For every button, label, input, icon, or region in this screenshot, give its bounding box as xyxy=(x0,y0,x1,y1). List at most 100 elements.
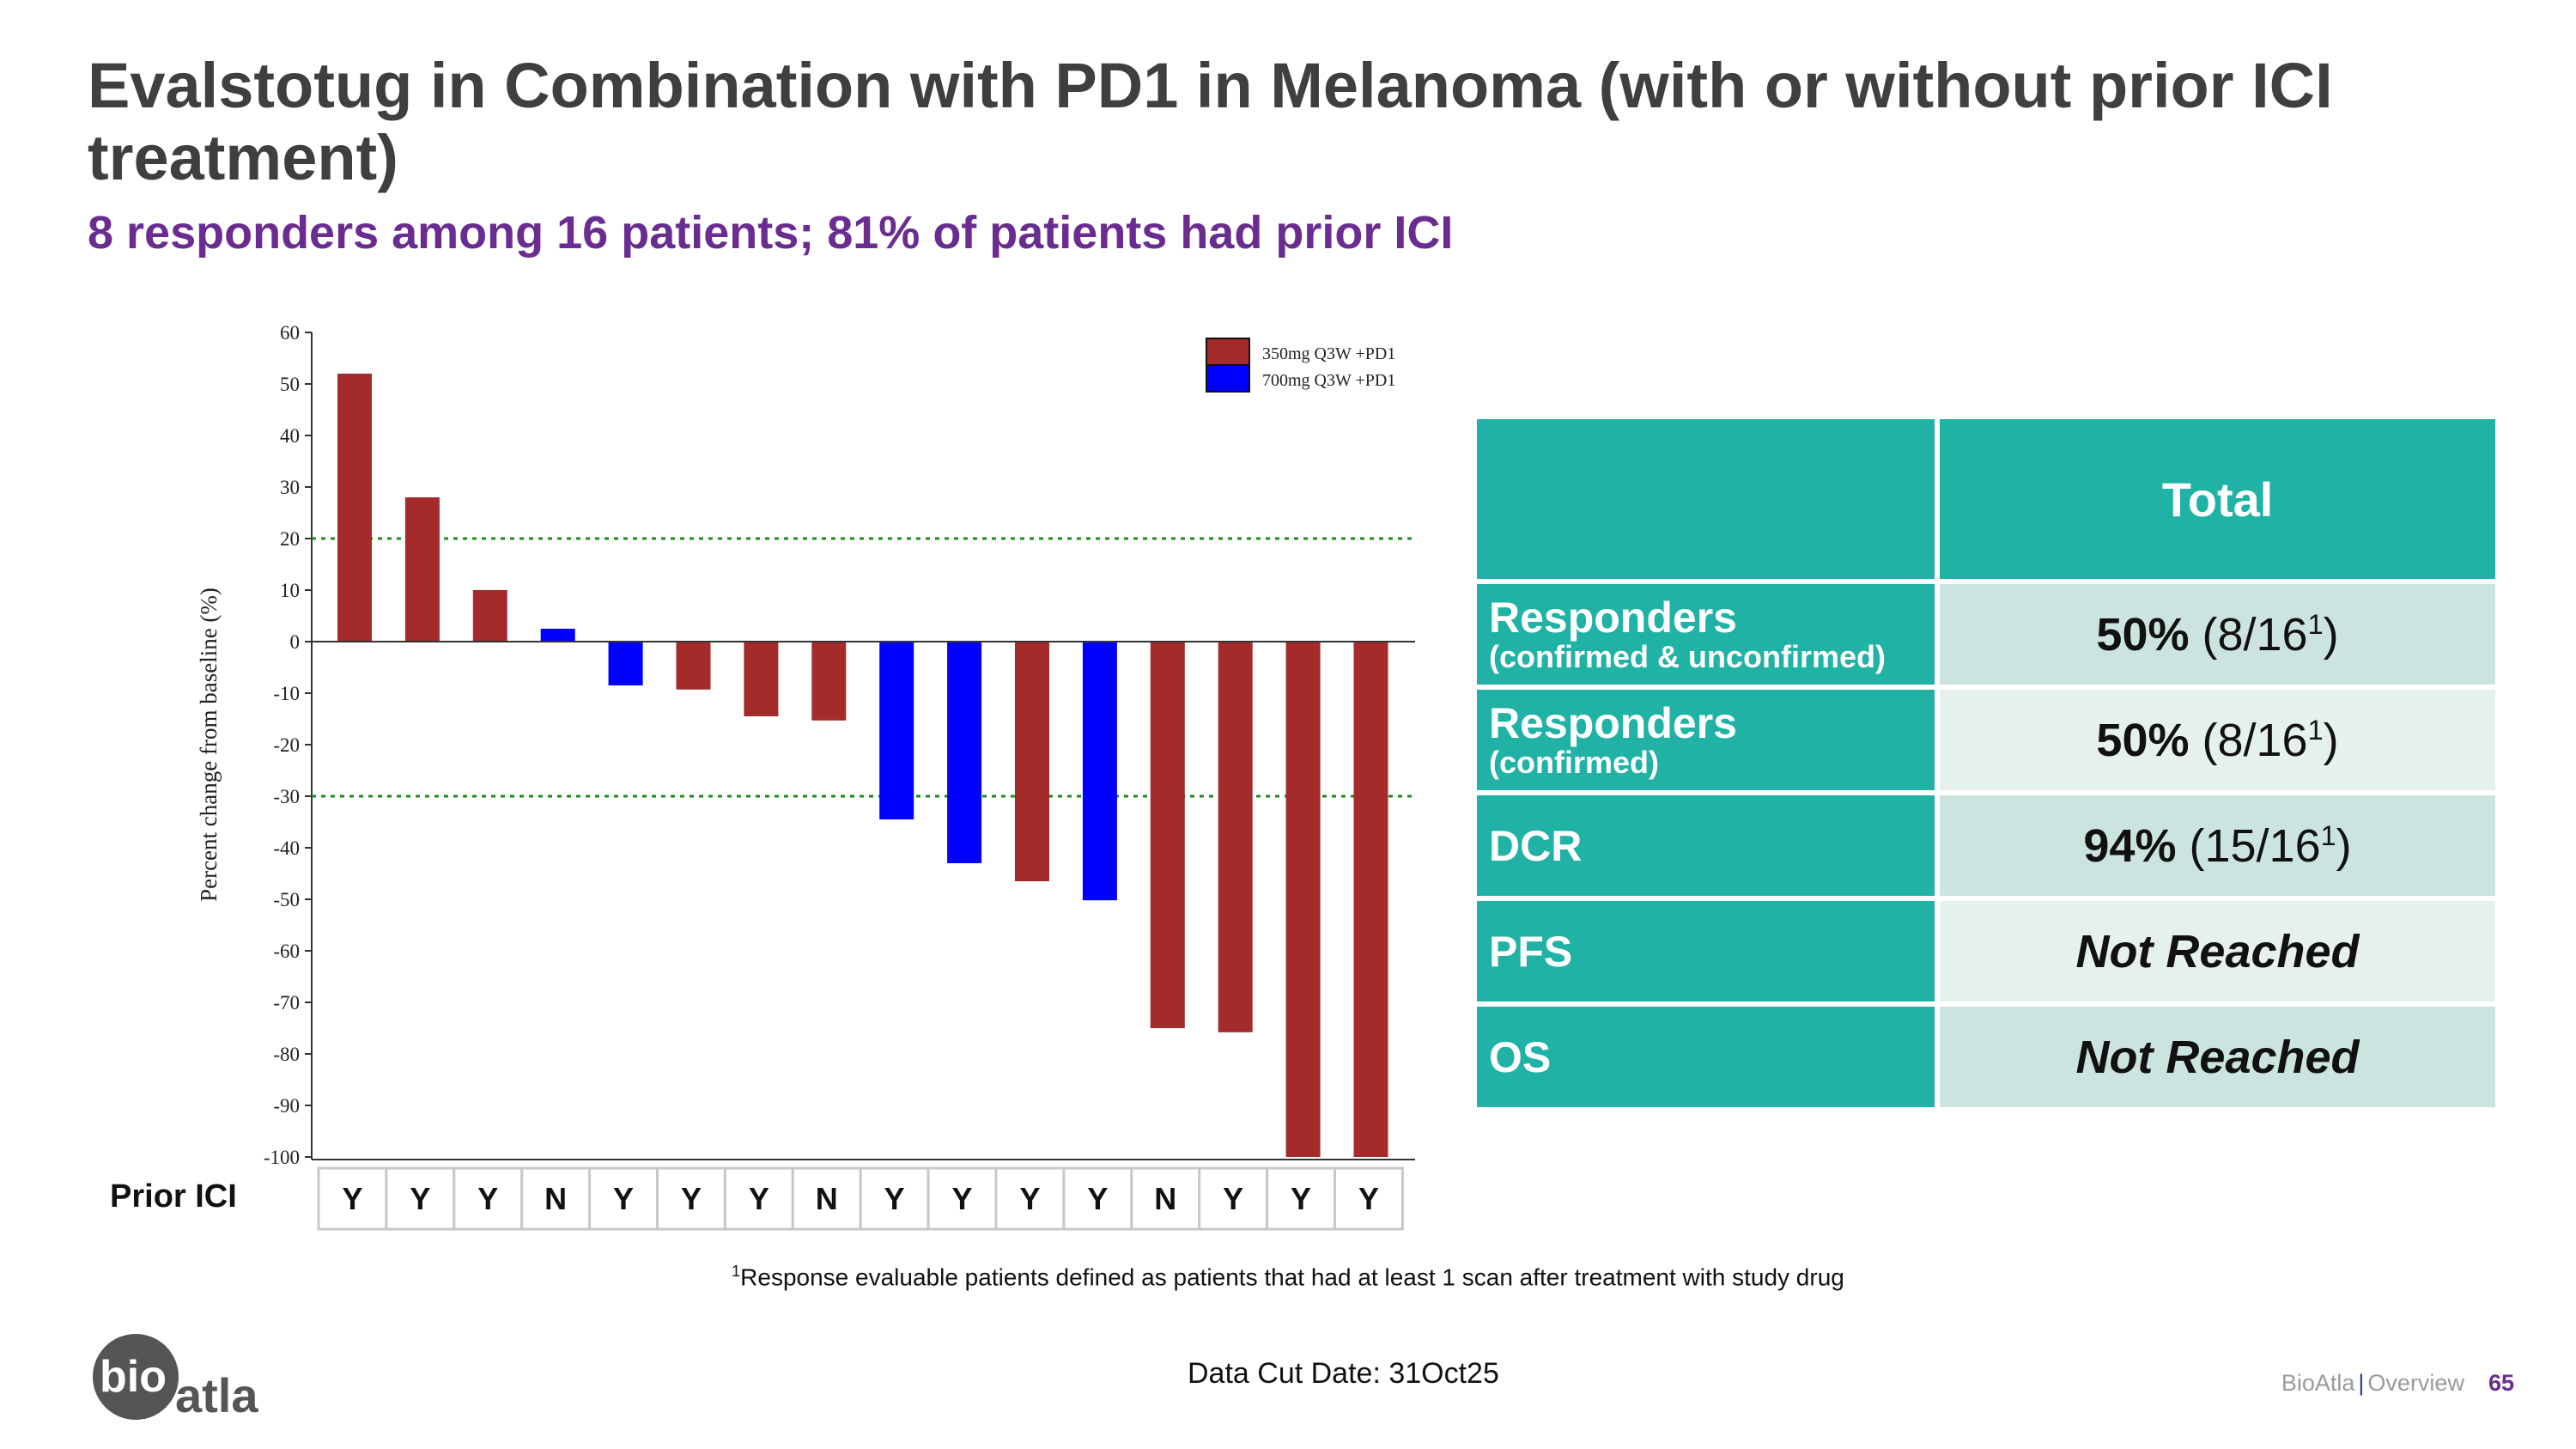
row-label: DCR xyxy=(1489,821,1583,870)
prior-ici-value: Y xyxy=(1223,1181,1243,1216)
bar xyxy=(1150,642,1185,1028)
footnote: 1Response evaluable patients defined as … xyxy=(0,1263,2576,1291)
row-label: Responders xyxy=(1489,698,1737,747)
bar xyxy=(676,642,711,690)
prior-ici-cell xyxy=(1198,1166,1269,1231)
row-value: Not Reached xyxy=(2075,925,2360,977)
prior-ici-value: Y xyxy=(613,1181,634,1216)
y-tick-label: -50 xyxy=(273,889,300,910)
bar xyxy=(811,642,847,721)
prior-ici-value: N xyxy=(544,1181,567,1216)
bar xyxy=(337,374,372,642)
table-header-empty xyxy=(1474,417,1937,581)
row-value-sup: 1 xyxy=(2307,608,2324,640)
prior-ici-cell xyxy=(859,1166,930,1231)
footer-company: BioAtla xyxy=(2281,1370,2355,1396)
row-value-count: (8/16 xyxy=(2189,608,2308,661)
bioatla-logo: bio atla xyxy=(93,1334,258,1422)
prior-ici-cell xyxy=(723,1166,794,1231)
prior-ici-cell xyxy=(317,1166,388,1231)
prior-ici-cell xyxy=(927,1166,998,1231)
bar xyxy=(947,642,982,863)
table-row: OS Not Reached xyxy=(1474,1004,2498,1110)
y-tick-label: 30 xyxy=(280,477,300,498)
row-value-pct: 94% xyxy=(2083,819,2177,872)
row-value-count: (8/16 xyxy=(2189,714,2308,766)
y-axis-label: Percent change from baseline (%) xyxy=(196,588,222,902)
row-label: PFS xyxy=(1489,927,1573,976)
prior-ici-value: N xyxy=(1154,1181,1176,1216)
prior-ici-cell xyxy=(656,1166,726,1231)
prior-ici-cell xyxy=(1334,1166,1404,1231)
page-subtitle: 8 responders among 16 patients; 81% of p… xyxy=(88,207,1454,259)
y-tick-label: 0 xyxy=(290,631,301,653)
row-value-pct: 50% xyxy=(2096,608,2190,661)
footer-separator: | xyxy=(2358,1370,2365,1396)
prior-ici-value: Y xyxy=(1291,1181,1311,1216)
bar xyxy=(1218,642,1253,1032)
bar xyxy=(404,497,440,642)
prior-ici-cell xyxy=(385,1166,456,1231)
bar xyxy=(540,629,575,642)
y-tick-label: -70 xyxy=(273,992,300,1014)
prior-ici-value: N xyxy=(816,1181,838,1216)
legend-swatch xyxy=(1206,364,1250,393)
legend-label: 700mg Q3W +PD1 xyxy=(1262,371,1395,390)
legend-label: 350mg Q3W +PD1 xyxy=(1262,344,1395,363)
y-tick-label: 60 xyxy=(280,322,300,344)
row-value-close: ) xyxy=(2336,819,2352,872)
y-tick-label: -90 xyxy=(273,1095,300,1117)
row-sublabel: (confirmed) xyxy=(1489,744,1659,780)
y-tick-label: 40 xyxy=(280,425,300,447)
y-tick-label: 20 xyxy=(280,528,300,550)
row-label: OS xyxy=(1489,1032,1552,1081)
row-value-sup: 1 xyxy=(2320,819,2336,851)
prior-ici-label: Prior ICI xyxy=(110,1178,237,1215)
data-cut-date: Data Cut Date: 31Oct25 xyxy=(1188,1357,1499,1390)
bar xyxy=(1353,642,1388,1157)
svg-text:bio: bio xyxy=(100,1352,167,1402)
bar xyxy=(879,642,914,819)
row-label: Responders xyxy=(1489,593,1737,642)
y-tick-label: -80 xyxy=(273,1044,300,1065)
prior-ici-value: Y xyxy=(477,1181,498,1216)
row-value-close: ) xyxy=(2323,608,2339,661)
y-tick-label: -30 xyxy=(273,786,300,807)
results-table: Total Responders (confirmed & unconfirmed… xyxy=(1474,417,2498,1110)
y-tick-label: 10 xyxy=(280,580,300,601)
prior-ici-value: Y xyxy=(1019,1181,1040,1216)
row-sublabel: (confirmed & unconfirmed) xyxy=(1489,638,1886,674)
footnote-marker: 1 xyxy=(732,1263,741,1280)
prior-ici-cell xyxy=(453,1166,524,1231)
prior-ici-value: Y xyxy=(884,1181,905,1216)
table-row: PFS Not Reached xyxy=(1474,898,2498,1004)
row-value: Not Reached xyxy=(2075,1031,2360,1083)
prior-ici-value: Y xyxy=(952,1181,973,1216)
y-tick-label: -60 xyxy=(273,941,300,962)
prior-ici-value: Y xyxy=(681,1181,702,1216)
prior-ici-value: Y xyxy=(342,1181,362,1216)
y-tick-label: -40 xyxy=(273,837,300,859)
page-title: Evalstotug in Combination with PD1 in Me… xyxy=(88,50,2333,193)
y-tick-label: -10 xyxy=(273,683,300,704)
row-value-pct: 50% xyxy=(2096,714,2190,766)
table-row: DCR 94% (15/161) xyxy=(1474,793,2498,898)
y-tick-label: -100 xyxy=(264,1147,300,1168)
waterfall-chart: 60 50 40 30 20 10 0 -10 -20 -30 -40 -50 -60 -70 -80 -90… xyxy=(196,322,1415,1231)
prior-ici-value: Y xyxy=(410,1181,430,1216)
legend-swatch xyxy=(1206,338,1250,366)
table-header-total: Total xyxy=(1937,417,2498,581)
bar xyxy=(1015,642,1049,881)
prior-ici-value: Y xyxy=(749,1181,769,1216)
bar xyxy=(1285,642,1321,1157)
bar xyxy=(744,642,779,716)
y-tick-label: -20 xyxy=(273,734,300,756)
footer-section: Overview xyxy=(2367,1370,2464,1396)
prior-ici-cell xyxy=(1130,1166,1201,1231)
prior-ici-cell xyxy=(588,1166,659,1231)
row-value-count: (15/16 xyxy=(2176,819,2321,872)
prior-ici-cell xyxy=(1062,1166,1133,1231)
bar xyxy=(472,590,507,642)
footer-pager: BioAtla | Overview 65 xyxy=(2281,1370,2514,1397)
bar xyxy=(1082,642,1117,901)
